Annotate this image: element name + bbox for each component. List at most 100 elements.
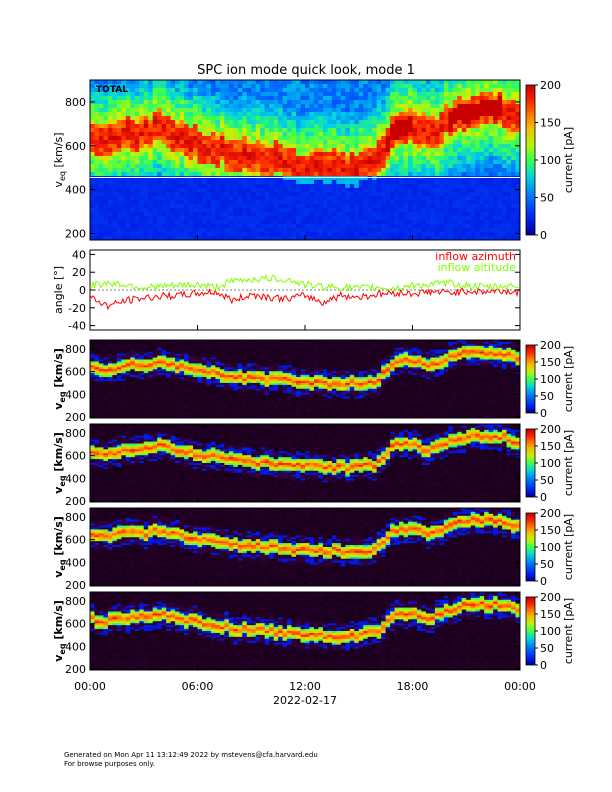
heatmap-cell [403, 140, 409, 145]
heatmap-cell [161, 216, 167, 221]
heatmap-cell [121, 353, 127, 356]
heatmap-cell [278, 208, 284, 213]
heatmap-cell [157, 104, 163, 109]
heatmap-cell [416, 144, 422, 149]
heatmap-cell [506, 168, 512, 173]
heatmap-cell [125, 120, 131, 125]
heatmap-cell [394, 108, 400, 113]
heatmap-cell [376, 176, 382, 181]
heatmap-cell [103, 176, 109, 181]
heatmap-cell [143, 351, 149, 355]
heatmap-cell [121, 404, 127, 407]
heatmap-cell [448, 216, 454, 221]
heatmap-cell [148, 353, 154, 356]
heatmap-cell [197, 392, 203, 395]
heatmap-cell [345, 236, 351, 241]
heatmap-cell [278, 104, 284, 109]
heatmap-cell [461, 140, 467, 145]
heatmap-cell [322, 88, 328, 93]
heatmap-cell [273, 176, 279, 181]
heatmap-cell [475, 148, 481, 153]
heatmap-cell [291, 176, 297, 181]
heatmap-cell [215, 96, 221, 101]
heatmap-cell [309, 192, 315, 197]
heatmap-cell [201, 168, 207, 173]
heatmap-cell [497, 184, 503, 189]
heatmap-cell [318, 120, 324, 125]
heatmap-cell [148, 136, 154, 141]
heatmap-cell [327, 168, 333, 173]
heatmap-cell [116, 96, 122, 101]
heatmap-cell [139, 412, 145, 415]
heatmap-cell [313, 116, 319, 121]
heatmap-cell [354, 140, 360, 145]
heatmap-cell [152, 124, 158, 129]
heatmap-cell [152, 168, 158, 173]
heatmap-cell [112, 84, 118, 89]
heatmap-cell [184, 382, 189, 386]
heatmap-cell [107, 84, 113, 89]
heatmap-cell [340, 204, 346, 209]
heatmap-cell [152, 232, 158, 237]
heatmap-cell [475, 236, 481, 241]
heatmap-cell [179, 406, 185, 409]
heatmap-cell [166, 112, 172, 117]
heatmap-cell [193, 382, 198, 386]
heatmap-cell [242, 232, 248, 237]
heatmap-cell [278, 184, 284, 189]
heatmap-cell [322, 132, 328, 137]
heatmap-cell [327, 80, 333, 85]
heatmap-cell [372, 124, 378, 129]
heatmap-cell [372, 196, 378, 201]
heatmap-cell [179, 232, 185, 237]
heatmap-cell [210, 104, 216, 109]
heatmap-cell [318, 100, 324, 105]
heatmap-cell [291, 236, 297, 241]
heatmap-cell [125, 160, 131, 165]
heatmap-cell [90, 384, 95, 388]
heatmap-cell [327, 184, 333, 189]
heatmap-cell [255, 204, 261, 209]
heatmap-cell [345, 200, 351, 205]
heatmap-cell [170, 390, 176, 394]
heatmap-cell [170, 144, 176, 149]
heatmap-cell [269, 184, 275, 189]
heatmap-cell [331, 80, 337, 85]
heatmap-cell [90, 343, 95, 347]
heatmap-cell [439, 196, 445, 201]
heatmap-cell [219, 120, 225, 125]
heatmap-cell [166, 384, 172, 388]
heatmap-cell [210, 353, 216, 356]
heatmap-cell [322, 148, 328, 153]
heatmap-cell [340, 164, 346, 169]
heatmap-cell [193, 363, 198, 366]
heatmap-cell [103, 386, 109, 390]
heatmap-cell [434, 180, 440, 185]
heatmap-cell [282, 160, 288, 165]
heatmap-cell [493, 128, 499, 133]
heatmap-cell [327, 164, 333, 169]
heatmap-cell [331, 92, 337, 97]
heatmap-cell [98, 168, 104, 173]
heatmap-cell [179, 343, 185, 347]
heatmap-cell [193, 361, 198, 364]
heatmap-cell [98, 382, 104, 386]
heatmap-cell [448, 176, 454, 181]
heatmap-cell [434, 144, 440, 149]
heatmap-cell [94, 156, 100, 161]
heatmap-cell [336, 176, 342, 181]
heatmap-cell [139, 392, 145, 395]
heatmap-cell [246, 164, 252, 169]
heatmap-cell [197, 188, 203, 193]
heatmap-cell [161, 365, 167, 368]
heatmap-cell [184, 124, 189, 129]
heatmap-cell [130, 200, 136, 205]
heatmap-cell [94, 140, 100, 145]
heatmap-cell [376, 228, 382, 233]
heatmap-cell [157, 365, 163, 368]
heatmap-cell [197, 367, 203, 370]
heatmap-cell [152, 140, 158, 145]
heatmap-cell [197, 377, 203, 380]
heatmap-cell [219, 108, 225, 113]
heatmap-cell [157, 224, 163, 229]
